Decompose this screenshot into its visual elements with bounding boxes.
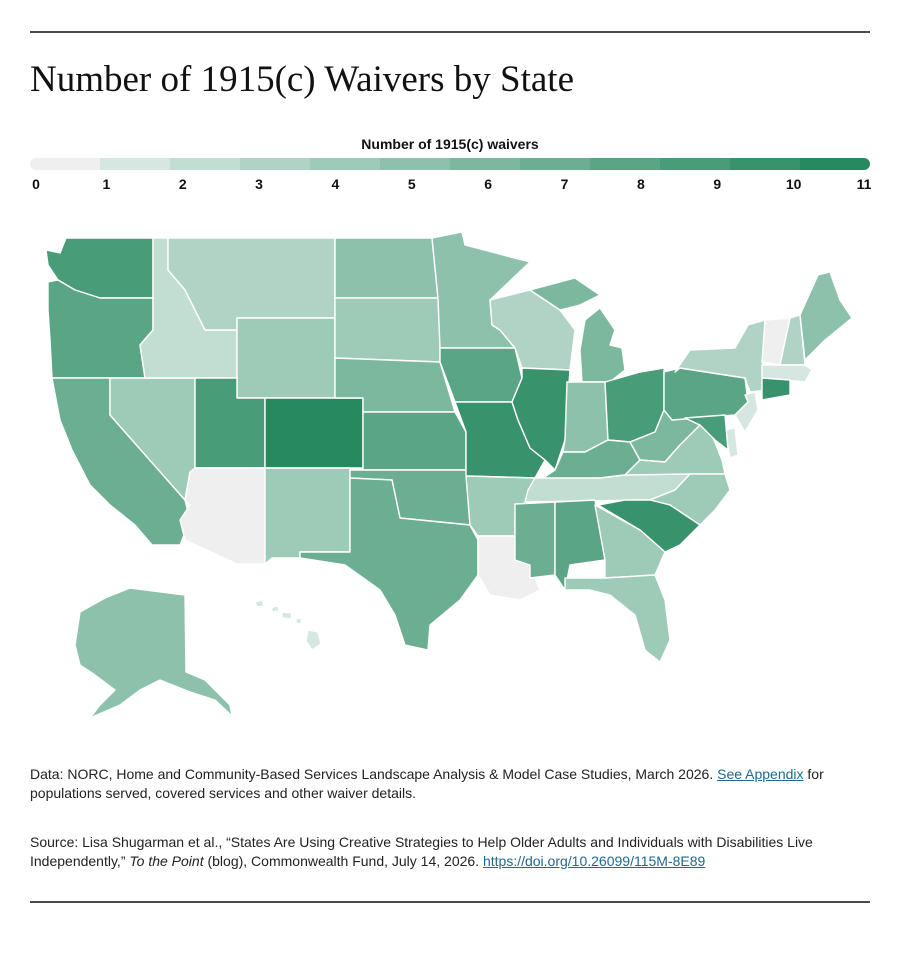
source-note-text: Source: Lisa Shugarman et al., “States A…: [30, 834, 813, 869]
legend-swatch: [100, 158, 170, 170]
state-north-dakota[interactable]: [334, 237, 439, 299]
legend-swatch: [660, 158, 730, 170]
legend-swatch: [240, 158, 310, 170]
data-note-text-after: for populations served, covered services…: [30, 766, 824, 801]
state-south-dakota[interactable]: [334, 297, 441, 363]
legend-swatch: [730, 158, 800, 170]
legend-swatch: [590, 158, 660, 170]
state-arizona[interactable]: [179, 467, 266, 565]
us-map: [40, 228, 860, 728]
bottom-rule: [30, 901, 870, 903]
state-connecticut[interactable]: [761, 377, 791, 401]
legend-tick-label: 7: [560, 176, 569, 192]
legend-tick-label: 8: [637, 176, 645, 192]
state-alabama[interactable]: [554, 499, 606, 591]
legend-tick-label: 9: [713, 176, 722, 192]
legend-tick-label: 0: [32, 176, 40, 192]
see-appendix-link[interactable]: See Appendix: [717, 766, 804, 782]
state-hawaii[interactable]: [254, 599, 322, 651]
legend-swatch: [310, 158, 380, 170]
state-colorado[interactable]: [264, 397, 364, 469]
state-maryland[interactable]: [684, 414, 729, 451]
legend-tick-label: 11: [856, 176, 872, 192]
legend-tick-label: 5: [407, 176, 416, 192]
state-wyoming[interactable]: [236, 317, 336, 399]
legend-title: Number of 1915(c) waivers: [361, 136, 539, 152]
legend-ticks: 0 1 2 3 4 5 6 7 8 9 10 11: [30, 176, 872, 194]
state-iowa[interactable]: [439, 347, 523, 403]
legend-swatch: [450, 158, 520, 170]
legend-tick-label: 4: [331, 176, 340, 192]
us-map-svg: [45, 231, 853, 719]
legend-tick-label: 6: [484, 176, 493, 192]
legend-swatch: [170, 158, 240, 170]
state-alaska[interactable]: [74, 587, 233, 719]
data-note: Data: NORC, Home and Community-Based Ser…: [30, 765, 870, 803]
page-title: Number of 1915(c) Waivers by State: [30, 59, 574, 100]
top-rule: [30, 31, 870, 33]
state-virginia[interactable]: [624, 424, 726, 476]
data-note-text: Data: NORC, Home and Community-Based Ser…: [30, 766, 714, 782]
source-note: Source: Lisa Shugarman et al., “States A…: [30, 833, 870, 871]
legend-swatch: [380, 158, 450, 170]
legend-tick-label: 3: [255, 176, 263, 192]
legend-swatch: [800, 158, 870, 170]
legend: Number of 1915(c) waivers 0 1 2 3 4 5 6 7 8 9 10 11: [30, 134, 872, 194]
legend-tick-label: 2: [178, 176, 187, 192]
legend-tick-label: 10: [785, 176, 802, 192]
legend-swatch: [30, 158, 100, 170]
state-michigan[interactable]: [529, 277, 626, 383]
legend-swatch: [520, 158, 590, 170]
doi-link[interactable]: https://doi.org/10.26099/115M-8E89: [482, 853, 706, 869]
legend-tick-label: 1: [102, 176, 111, 192]
state-florida[interactable]: [564, 574, 671, 663]
state-maine[interactable]: [799, 271, 853, 361]
source-note-text-after: (blog), Commonwealth Fund, July 14, 2026…: [207, 853, 480, 869]
state-new-mexico[interactable]: [264, 467, 351, 565]
state-texas[interactable]: [299, 477, 479, 651]
source-blog-name: To the Point: [129, 853, 204, 869]
state-massachusetts[interactable]: [761, 364, 813, 383]
state-indiana[interactable]: [562, 381, 609, 453]
legend-color-bar: [30, 158, 870, 170]
state-kansas[interactable]: [362, 411, 467, 471]
state-new-jersey[interactable]: [734, 391, 759, 433]
